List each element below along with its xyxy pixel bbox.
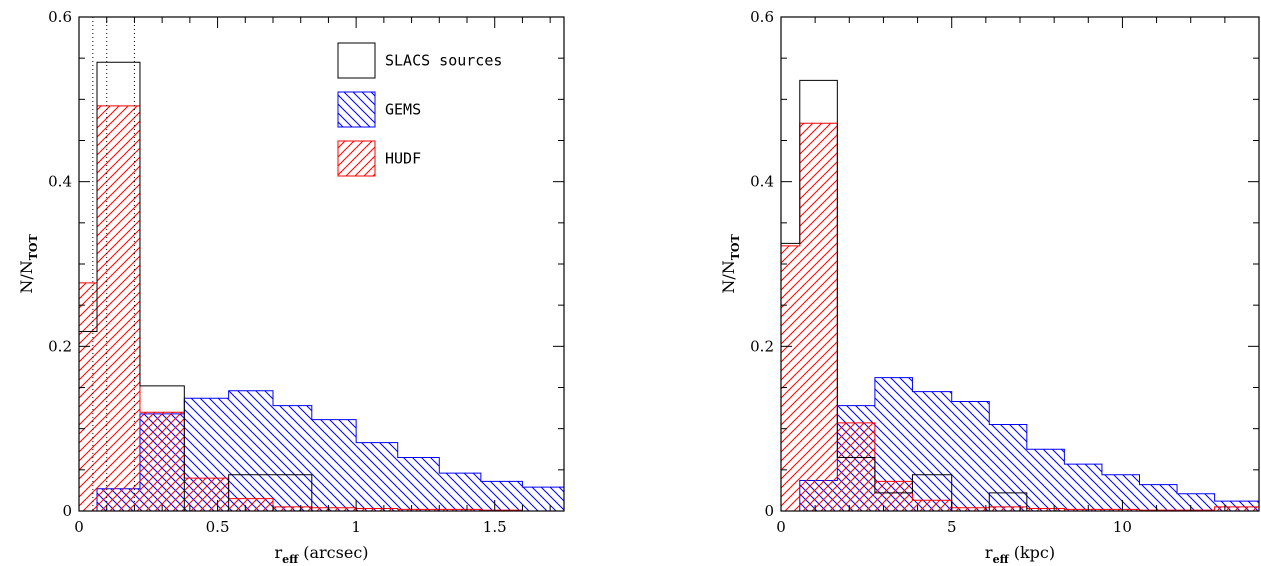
- gems-bar-fill-6: [1026, 449, 1065, 511]
- hudf-bar-fill-7: [1026, 508, 1065, 511]
- gems-bar-fill-9: [480, 481, 523, 511]
- gems-bar-fill-8: [439, 473, 481, 511]
- y-tick-label: 0.2: [750, 337, 774, 355]
- gems-bar-fill-10: [522, 487, 564, 511]
- hudf-bar-fill-3: [184, 478, 229, 511]
- hudf-bar-fill-1: [97, 105, 140, 512]
- gems-bar-fill-3: [912, 391, 952, 511]
- slacs-histogram-outline: [780, 79, 1028, 512]
- y-tick-label: 0: [764, 502, 774, 520]
- gems-bar-fill-8: [1101, 474, 1140, 511]
- y-axis-label: N/NTOT: [719, 234, 742, 294]
- gems-bar-fill-11: [1214, 501, 1259, 511]
- hudf-bar-fill-6: [989, 506, 1027, 511]
- gems-bar-fill-4: [273, 405, 312, 511]
- x-tick-label: 10: [1113, 518, 1132, 536]
- hudf-bar-fill-8: [397, 509, 440, 511]
- legend-swatch-hudf: [337, 140, 376, 177]
- x-tick-label: 0: [74, 518, 84, 536]
- x-tick-label: 1: [351, 518, 361, 536]
- hudf-bar-fill-5: [273, 506, 312, 511]
- hudf-bar-fill-6: [311, 507, 357, 511]
- legend-swatch-slacs: [337, 42, 376, 79]
- x-axis-label: reff (arcsec): [274, 543, 368, 566]
- gems-bar-fill-6: [356, 442, 398, 511]
- gems-bar-fill-7: [397, 457, 440, 511]
- hudf-bar-fill-2: [837, 422, 875, 511]
- y-tick-label: 0.2: [48, 337, 72, 355]
- chart-panel-2: 0 0.2 0.4 0.6 0 5 10 reff (kpc) N/NTOT: [719, 8, 1260, 566]
- gems-histogram-outline: [799, 377, 1260, 511]
- series-slacs: [780, 79, 1028, 512]
- hudf-bar-fill-9: [439, 509, 481, 511]
- x-tick-label: 1.5: [483, 518, 507, 536]
- legend-swatch-gems: [337, 91, 376, 128]
- chart-panel-1: 0 0.2 0.4 0.6 0 0.5 1 1.5 reff (arcsec) N/NTOT SLA…: [17, 8, 565, 566]
- gems-bar-fill-4: [951, 401, 990, 511]
- hudf-bar-fill-3: [874, 481, 913, 511]
- x-tick-label: 0: [776, 518, 786, 536]
- hudf-bar-fill-0: [79, 282, 98, 511]
- gems-bar-fill-9: [1139, 484, 1178, 511]
- hudf-bar-fill-5: [951, 507, 990, 511]
- hudf-bar-fill-0: [781, 245, 800, 512]
- hudf-bar-fill-8: [1064, 509, 1102, 511]
- hudf-bar-fill-4: [228, 498, 273, 511]
- y-tick-label: 0.6: [750, 8, 774, 26]
- series-hudf: [780, 122, 1260, 512]
- legend-label-hudf: HUDF: [385, 150, 421, 168]
- legend-label-gems: GEMS: [385, 101, 421, 119]
- legend: SLACS sources GEMS HUDF: [337, 42, 502, 177]
- x-tick-label: 0.5: [206, 518, 230, 536]
- hudf-bar-fill-2: [139, 412, 185, 511]
- series-gems: [96, 390, 565, 511]
- series-gems: [799, 377, 1260, 511]
- hudf-bar-fill-9: [1101, 509, 1140, 511]
- series-slacs: [78, 61, 313, 512]
- hudf-bar-fill-1: [799, 123, 838, 512]
- gems-bar-fill-5: [311, 419, 357, 511]
- hudf-bar-fill-4: [912, 500, 952, 511]
- hudf-bar-fill-7: [356, 508, 398, 511]
- gems-bar-fill-5: [989, 424, 1027, 511]
- gems-bar-fill-7: [1064, 464, 1102, 511]
- x-axis-label: reff (kpc): [985, 543, 1055, 566]
- hudf-bar-fill-12: [1214, 506, 1259, 511]
- y-tick-label: 0.4: [750, 173, 774, 191]
- gems-bar-fill-3: [228, 390, 273, 511]
- y-tick-label: 0.4: [48, 173, 72, 191]
- x-tick-label: 5: [947, 518, 957, 536]
- series-hudf: [78, 105, 523, 512]
- slacs-histogram-outline: [78, 61, 313, 512]
- legend-label-slacs: SLACS sources: [385, 52, 502, 70]
- y-axis-label: N/NTOT: [17, 234, 40, 294]
- gems-bar-fill-10: [1177, 493, 1215, 511]
- y-tick-label: 0: [62, 502, 72, 520]
- y-tick-label: 0.6: [48, 8, 72, 26]
